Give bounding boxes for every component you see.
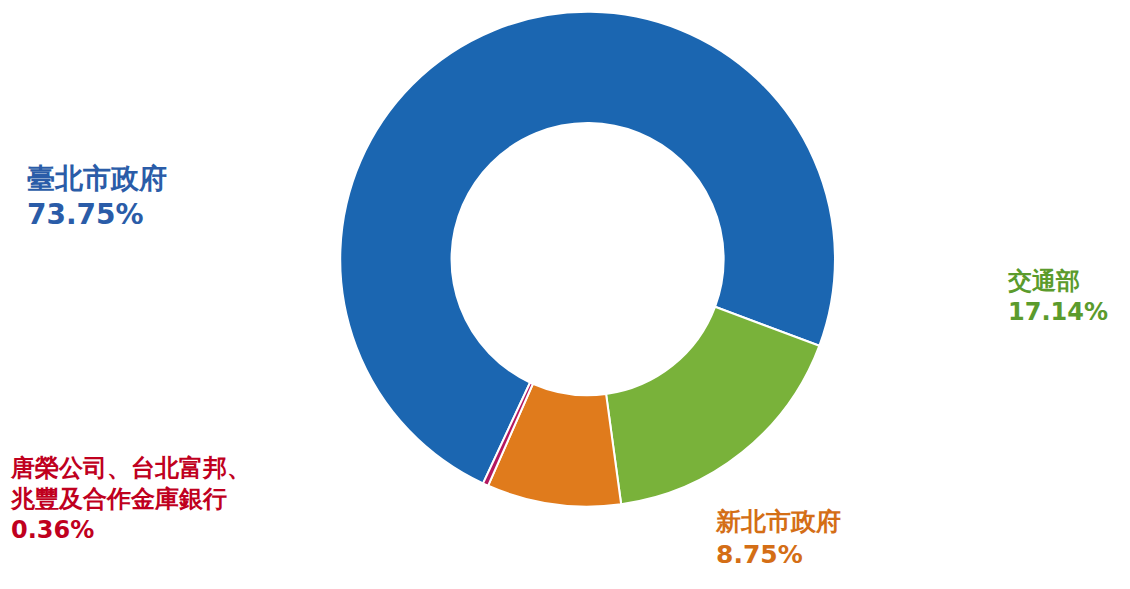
- svg-text:唐榮公司、台北富邦、兆豐及合作金庫銀行0.36%: 唐榮公司、台北富邦、兆豐及合作金庫銀行0.36%: [10, 454, 251, 544]
- svg-text:新北市政府8.75%: 新北市政府8.75%: [715, 507, 841, 569]
- svg-text:交通部17.14%: 交通部17.14%: [1007, 267, 1108, 326]
- svg-text:臺北市政府73.75%: 臺北市政府73.75%: [27, 162, 167, 231]
